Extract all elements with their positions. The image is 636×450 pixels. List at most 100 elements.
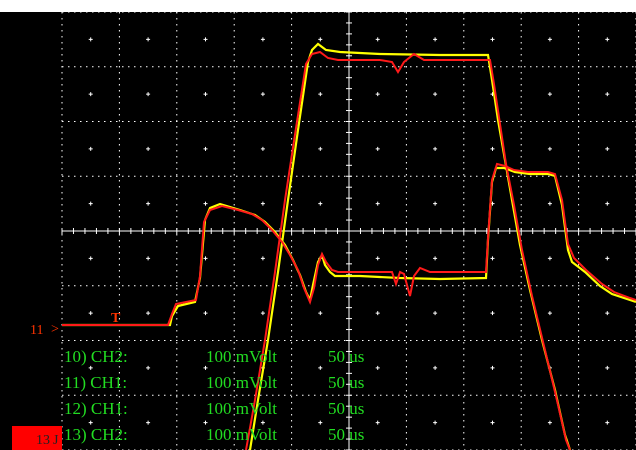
grid-tick <box>605 146 610 151</box>
grid-tick <box>490 365 495 370</box>
grid-tick <box>605 37 610 42</box>
grid-tick <box>375 201 380 206</box>
ch-setting-label: 13) CH2: <box>64 425 128 444</box>
grid-tick <box>88 201 93 206</box>
grid-tick <box>146 92 151 97</box>
grid-tick <box>605 311 610 316</box>
ch-setting-scale: 100 mVolt <box>206 373 277 392</box>
grid-tick <box>88 37 93 42</box>
grid-tick <box>490 256 495 261</box>
grid-tick <box>433 256 438 261</box>
grid-tick <box>547 420 552 425</box>
grid-tick <box>318 37 323 42</box>
grid-tick <box>605 92 610 97</box>
ch-setting-time: 50 us <box>328 373 364 392</box>
grid-tick <box>547 37 552 42</box>
ch-setting-time: 50 us <box>328 399 364 418</box>
grid-tick <box>547 92 552 97</box>
grid-tick <box>203 201 208 206</box>
ch-setting-time: 50 us <box>328 425 364 444</box>
grid-tick <box>375 420 380 425</box>
grid-tick <box>375 92 380 97</box>
grid-tick <box>318 420 323 425</box>
grid-tick <box>88 256 93 261</box>
ch-setting-label: 12) CH1: <box>64 399 128 418</box>
grid-tick <box>433 37 438 42</box>
grid-tick <box>203 146 208 151</box>
grid-tick <box>203 311 208 316</box>
grid-tick <box>490 420 495 425</box>
grid-tick <box>146 146 151 151</box>
graticule-grid <box>61 11 636 450</box>
grid-tick <box>88 420 93 425</box>
grid-tick <box>547 146 552 151</box>
grid-tick <box>260 311 265 316</box>
grid-tick <box>318 311 323 316</box>
grid-tick <box>203 92 208 97</box>
grid-tick <box>203 420 208 425</box>
grid-tick <box>146 365 151 370</box>
grid-tick <box>490 146 495 151</box>
grid-tick <box>260 201 265 206</box>
grid-tick <box>605 201 610 206</box>
grid-tick <box>318 92 323 97</box>
grid-tick <box>260 146 265 151</box>
trace-red-square <box>245 50 571 450</box>
ch13-ref-marker-bg <box>12 426 62 450</box>
grid-tick <box>433 92 438 97</box>
grid-tick <box>433 365 438 370</box>
grid-tick <box>146 256 151 261</box>
grid-tick <box>260 92 265 97</box>
grid-tick <box>605 420 610 425</box>
ch13-arrow-icon: J <box>53 433 59 448</box>
grid-tick <box>547 256 552 261</box>
ch-setting-label: 11) CH1: <box>64 373 127 392</box>
grid-tick <box>547 311 552 316</box>
grid-tick <box>375 37 380 42</box>
grid-tick <box>88 311 93 316</box>
grid-tick <box>433 146 438 151</box>
ch-setting-scale: 100 mVolt <box>206 399 277 418</box>
grid-tick <box>203 256 208 261</box>
grid-tick <box>260 420 265 425</box>
grid-tick <box>547 201 552 206</box>
grid-tick <box>146 420 151 425</box>
grid-tick <box>433 311 438 316</box>
trigger-marker: T <box>111 311 121 326</box>
grid-tick <box>605 256 610 261</box>
left-margin <box>0 12 62 450</box>
grid-tick <box>88 365 93 370</box>
grid-tick <box>260 256 265 261</box>
grid-tick <box>260 37 265 42</box>
grid-tick <box>490 37 495 42</box>
ch-setting-time: 50 us <box>328 347 364 366</box>
grid-tick <box>375 311 380 316</box>
grid-tick <box>203 365 208 370</box>
grid-tick <box>146 37 151 42</box>
grid-tick <box>490 311 495 316</box>
grid-tick <box>203 37 208 42</box>
grid-tick <box>146 311 151 316</box>
grid-tick <box>375 256 380 261</box>
grid-tick <box>318 365 323 370</box>
grid-tick <box>88 92 93 97</box>
ch11-arrow-icon: > <box>51 322 59 337</box>
trace-red <box>62 162 636 326</box>
trace-yellow <box>62 166 636 327</box>
ch13-ref-marker: 13 <box>36 433 50 448</box>
ch-setting-scale: 100 mVolt <box>206 347 277 366</box>
grid-tick <box>88 146 93 151</box>
grid-tick <box>146 201 151 206</box>
grid-tick <box>375 146 380 151</box>
grid-tick <box>605 365 610 370</box>
grid-tick <box>318 146 323 151</box>
ch-setting-scale: 100 mVolt <box>206 425 277 444</box>
grid-tick <box>375 365 380 370</box>
channel-settings: 10) CH2: 100 mVolt 50 us 11) CH1: 100 mV… <box>64 347 364 444</box>
grid-tick <box>318 201 323 206</box>
grid-tick <box>433 201 438 206</box>
ch-setting-label: 10) CH2: <box>64 347 128 366</box>
grid-tick <box>433 420 438 425</box>
ch11-ref-marker: 11 <box>30 323 43 338</box>
